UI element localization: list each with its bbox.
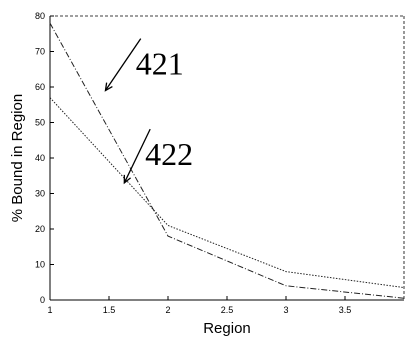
y-tick-label: 50 — [35, 118, 45, 128]
x-axis-label: Region — [203, 320, 251, 337]
y-tick-label: 40 — [35, 153, 45, 163]
annotation-arrowhead-422 — [123, 174, 132, 185]
series-line-422 — [49, 97, 405, 289]
x-tick-label: 1.5 — [103, 305, 116, 315]
y-tick-label: 20 — [35, 224, 45, 234]
annotation-layer: 421 422 — [104, 38, 193, 185]
x-tick-label: 2.5 — [221, 305, 234, 315]
plot-frame — [49, 15, 405, 301]
series-line-421 — [49, 22, 405, 299]
y-ticks: 0 10 20 30 40 50 60 70 80 — [35, 11, 54, 305]
series-layer — [49, 22, 405, 299]
annotation-arrowhead-421 — [104, 82, 113, 92]
x-tick-label: 3 — [283, 305, 288, 315]
y-tick-label: 0 — [40, 295, 45, 305]
y-axis-label: % Bound in Region — [9, 94, 26, 222]
y-tick-label: 70 — [35, 47, 45, 57]
annotation-label-422: 422 — [145, 136, 193, 172]
annotation-arrow-422 — [123, 128, 151, 184]
x-tick-label: 2 — [165, 305, 170, 315]
y-tick-label: 60 — [35, 82, 45, 92]
y-tick-label: 80 — [35, 11, 45, 21]
annotation-arrow-421 — [104, 38, 142, 91]
x-tick-label: 1 — [47, 305, 52, 315]
x-tick-label: 3.5 — [339, 305, 352, 315]
annotation-label-421: 421 — [136, 46, 184, 82]
x-ticks: 1 1.5 2 2.5 3 3.5 — [47, 296, 351, 315]
y-tick-label: 30 — [35, 189, 45, 199]
y-tick-label: 10 — [35, 260, 45, 270]
